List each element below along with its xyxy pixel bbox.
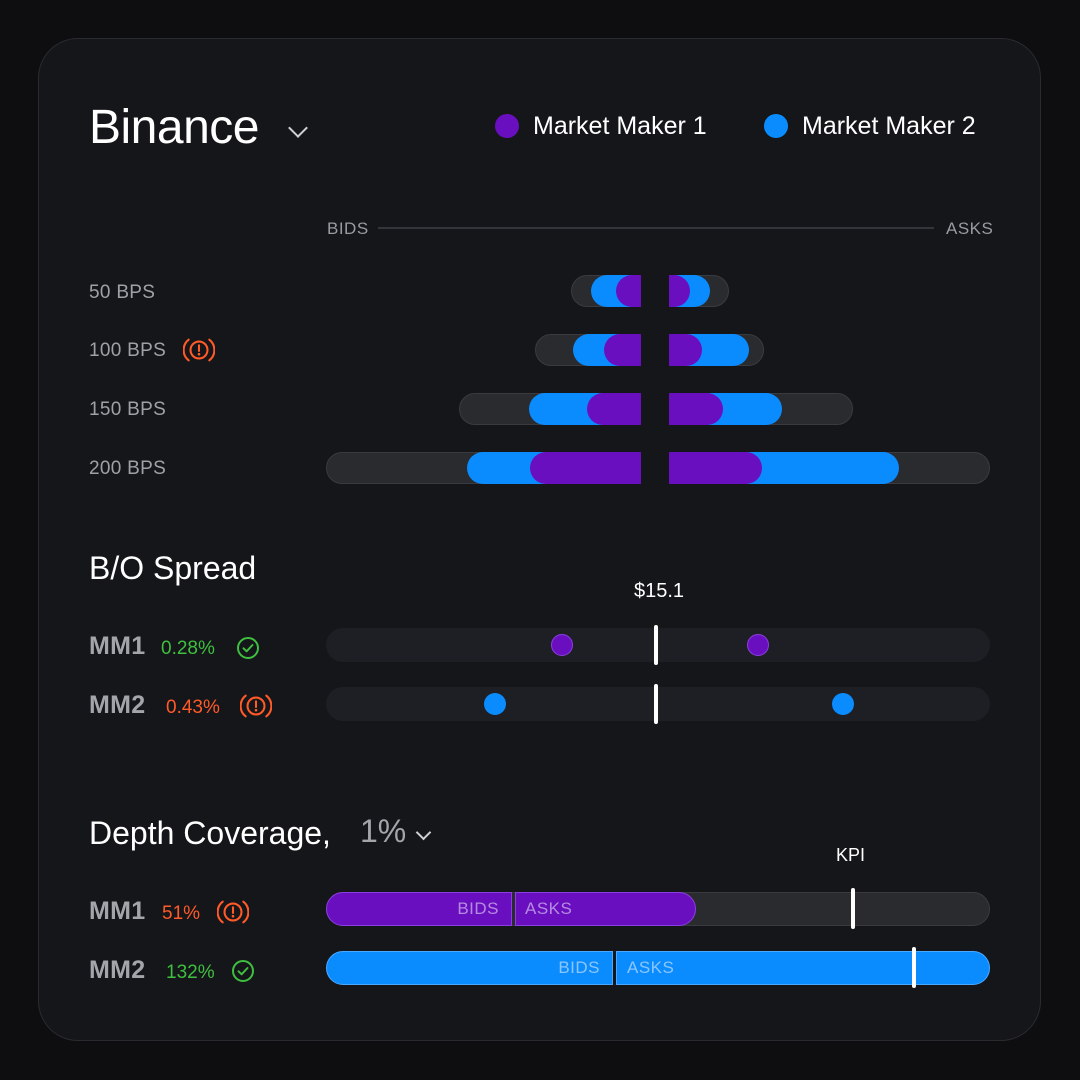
asks-segment-label: ASKS <box>525 899 573 918</box>
bids-segment-label: BIDS <box>457 899 499 918</box>
spread-section-title: B/O Spread <box>89 550 257 586</box>
bids-axis-label: BIDS <box>327 219 369 238</box>
depth-row-label: 50 BPS <box>89 282 156 303</box>
mm1-ask-bar <box>669 275 690 307</box>
depth-value: 132% <box>166 962 215 983</box>
kpi-marker <box>912 947 916 988</box>
mm1-bid-bar <box>616 275 641 307</box>
depth-row-label: 100 BPS <box>89 340 167 361</box>
depth-mm-label: MM1 <box>89 897 146 925</box>
exchange-title: Binance <box>89 101 259 154</box>
spread-track <box>326 687 990 721</box>
check-icon <box>236 636 260 660</box>
mm1-asks-depth-bar: ASKS <box>515 892 696 926</box>
legend-dot-mm1 <box>495 114 519 138</box>
mm1-ask-bar <box>669 334 702 366</box>
mm2-asks-depth-bar: ASKS <box>616 951 990 985</box>
legend-label-mm1: Market Maker 1 <box>533 112 707 140</box>
mm1-ask-bar <box>669 393 723 425</box>
depth-row-label: 200 BPS <box>89 458 167 479</box>
mm1-bids-depth-bar: BIDS <box>326 892 512 926</box>
mm2-ask-spread-dot <box>832 693 854 715</box>
spread-track <box>326 628 990 662</box>
depth-range-chevron-icon[interactable] <box>413 822 433 842</box>
mm1-bid-bar <box>530 452 641 484</box>
spread-mm-label: MM1 <box>89 632 146 660</box>
legend-dot-mm2 <box>764 114 788 138</box>
bids-segment-label: BIDS <box>558 958 600 977</box>
depth-value: 51% <box>162 903 201 924</box>
mid-price-label: $15.1 <box>634 580 685 602</box>
mm1-bid-bar <box>604 334 641 366</box>
mm2-bids-depth-bar: BIDS <box>326 951 613 985</box>
asks-axis-label: ASKS <box>946 219 994 238</box>
warning-icon <box>183 336 215 364</box>
mm1-bid-bar <box>587 393 641 425</box>
depth-range-value[interactable]: 1% <box>360 813 407 849</box>
dashboard-card <box>38 38 1041 1041</box>
kpi-marker <box>851 888 855 929</box>
spread-value: 0.43% <box>166 697 220 718</box>
check-icon <box>231 959 255 983</box>
spread-value: 0.28% <box>161 638 215 659</box>
mm1-bid-spread-dot <box>551 634 573 656</box>
legend-label-mm2: Market Maker 2 <box>802 112 976 140</box>
mm1-ask-bar <box>669 452 762 484</box>
spread-mm-label: MM2 <box>89 691 146 719</box>
kpi-label: KPI <box>836 845 866 865</box>
mm1-ask-spread-dot <box>747 634 769 656</box>
warning-icon <box>240 692 272 720</box>
axis-divider <box>378 227 934 229</box>
depth-section-title: Depth Coverage, <box>89 815 331 851</box>
exchange-dropdown-chevron-icon[interactable] <box>286 116 310 140</box>
mm2-bid-spread-dot <box>484 693 506 715</box>
asks-segment-label: ASKS <box>627 958 675 977</box>
warning-icon <box>217 898 249 926</box>
mid-price-marker <box>654 625 658 665</box>
depth-mm-label: MM2 <box>89 956 146 984</box>
depth-row-label: 150 BPS <box>89 399 167 420</box>
mid-price-marker <box>654 684 658 724</box>
